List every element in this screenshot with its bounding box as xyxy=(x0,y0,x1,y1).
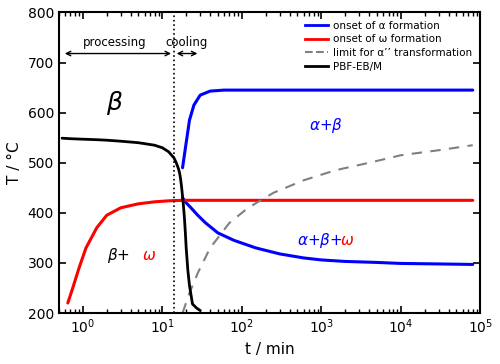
Y-axis label: T / °C: T / °C xyxy=(7,142,22,184)
Text: $\beta$: $\beta$ xyxy=(106,88,123,116)
Text: $\alpha$+$\beta$: $\alpha$+$\beta$ xyxy=(309,116,343,135)
Text: $\beta$+: $\beta$+ xyxy=(106,246,130,265)
Legend: onset of α formation, onset of ω formation, limit for α’’ transformation, PBF-EB: onset of α formation, onset of ω formati… xyxy=(302,17,475,75)
X-axis label: t / min: t / min xyxy=(245,342,294,357)
Text: $\alpha$+$\beta$+: $\alpha$+$\beta$+ xyxy=(298,231,343,250)
Text: cooling: cooling xyxy=(165,36,208,48)
Text: $\omega$: $\omega$ xyxy=(142,248,156,263)
Text: $\omega$: $\omega$ xyxy=(340,233,354,248)
Text: processing: processing xyxy=(82,36,146,48)
